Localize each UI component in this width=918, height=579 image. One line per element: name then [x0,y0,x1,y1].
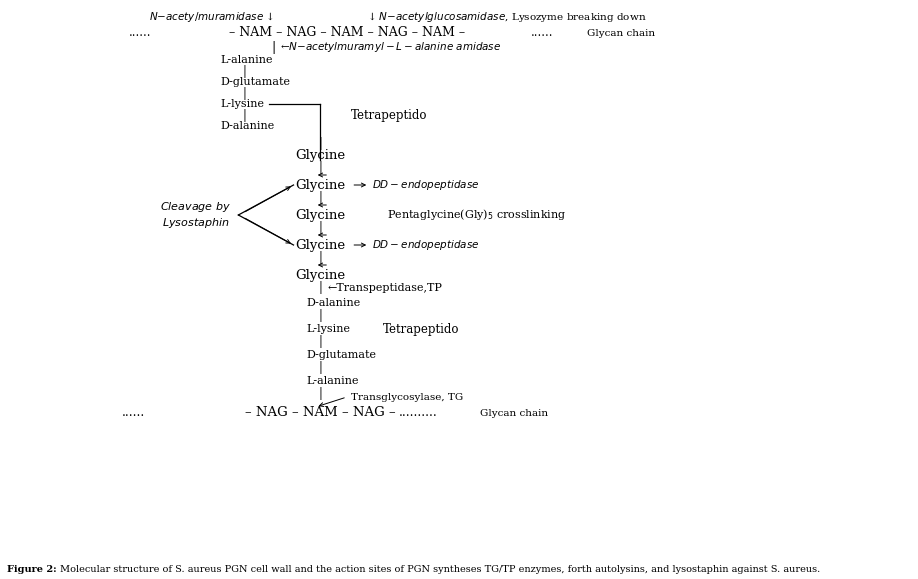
Text: Glycine: Glycine [295,239,345,251]
Text: ......: ...... [532,27,554,39]
Text: |: | [272,41,276,53]
Text: |: | [242,108,247,122]
Text: D-alanine: D-alanine [307,298,361,308]
Text: Glycine: Glycine [295,178,345,192]
Text: – NAM – NAG – NAM – NAG – NAM –: – NAM – NAG – NAM – NAG – NAM – [229,27,465,39]
Text: D-glutamate: D-glutamate [220,77,291,87]
Text: ←$\it{N}$$\it{-acetylmuramyl-L-alanine}$ $\it{amidase}$: ←$\it{N}$$\it{-acetylmuramyl-L-alanine}$… [280,40,501,54]
Text: D-glutamate: D-glutamate [307,350,377,360]
Text: $\it{DD-endopeptidase}$: $\it{DD-endopeptidase}$ [372,238,479,252]
Text: |: | [319,335,322,347]
Text: L-lysine: L-lysine [220,99,264,109]
Text: Glycine: Glycine [295,208,345,222]
Text: |: | [242,64,247,78]
Text: – NAG – NAM – NAG –: – NAG – NAM – NAG – [245,406,396,420]
Text: |: | [319,309,322,321]
Text: ↓ $\it{N}$$\it{-acetylglucosamidase}$, Lysozyme breaking down: ↓ $\it{N}$$\it{-acetylglucosamidase}$, L… [367,10,646,24]
Text: |: | [319,222,322,234]
Text: |: | [319,137,322,149]
Text: |: | [319,361,322,373]
Text: $\it{Cleavage\ by}$
$\it{Lysostaphin}$: $\it{Cleavage\ by}$ $\it{Lysostaphin}$ [160,200,231,230]
Text: $\it{DD-endopeptidase}$: $\it{DD-endopeptidase}$ [372,178,479,192]
Text: |: | [319,281,322,295]
Text: ......: ...... [129,27,151,39]
Text: ←Transpeptidase,TP: ←Transpeptidase,TP [328,283,442,293]
Text: |: | [319,162,322,174]
Text: ......: ...... [122,406,145,420]
Text: Glycan chain: Glycan chain [480,409,548,417]
Text: Glycine: Glycine [295,269,345,281]
Text: |: | [319,387,322,400]
Text: Transglycosylase, TG: Transglycosylase, TG [352,393,464,401]
Text: |: | [319,251,322,265]
Text: L-lysine: L-lysine [307,324,351,334]
Text: |: | [242,86,247,100]
Text: Pentaglycine(Gly)$_5$ crosslinking: Pentaglycine(Gly)$_5$ crosslinking [386,207,566,222]
Text: Glycine: Glycine [295,148,345,162]
Text: L-alanine: L-alanine [307,376,359,386]
Text: D-alanine: D-alanine [220,121,274,131]
Text: Glycan chain: Glycan chain [587,28,655,38]
Text: Tetrapeptido: Tetrapeptido [352,108,428,122]
Text: Molecular structure of S. aureus PGN cell wall and the action sites of PGN synth: Molecular structure of S. aureus PGN cel… [61,566,821,574]
Text: |: | [319,192,322,204]
Text: Figure 2:: Figure 2: [7,566,57,574]
Text: $\it{N}$$\it{-acety/muramidase}$ ↓: $\it{N}$$\it{-acety/muramidase}$ ↓ [149,10,274,24]
Text: Tetrapeptido: Tetrapeptido [383,323,459,335]
Text: L-alanine: L-alanine [220,55,273,65]
Text: ..........: .......... [398,406,437,420]
